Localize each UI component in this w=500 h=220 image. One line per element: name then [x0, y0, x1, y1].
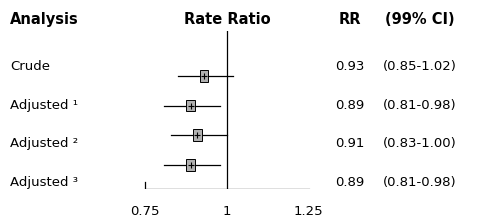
Text: 1: 1: [222, 205, 231, 218]
Text: 0.89: 0.89: [336, 176, 364, 189]
Text: 0.89: 0.89: [336, 99, 364, 112]
Text: Adjusted ¹: Adjusted ¹: [10, 99, 78, 112]
Text: 0.75: 0.75: [130, 205, 160, 218]
Text: (99% CI): (99% CI): [385, 12, 455, 27]
Bar: [200, 70, 208, 82]
Bar: [186, 99, 195, 112]
Text: (0.81-0.98): (0.81-0.98): [383, 176, 457, 189]
Text: Rate Ratio: Rate Ratio: [184, 12, 271, 27]
Text: Adjusted ²: Adjusted ²: [10, 136, 78, 150]
Text: 1.25: 1.25: [294, 205, 324, 218]
Text: Analysis: Analysis: [10, 12, 79, 27]
Bar: [186, 159, 195, 171]
Text: (0.83-1.00): (0.83-1.00): [383, 136, 457, 150]
Text: (0.85-1.02): (0.85-1.02): [383, 59, 457, 73]
Text: 0.91: 0.91: [336, 136, 364, 150]
Text: (0.81-0.98): (0.81-0.98): [383, 99, 457, 112]
Text: Crude: Crude: [10, 59, 50, 73]
Text: RR: RR: [339, 12, 361, 27]
Text: 0.93: 0.93: [336, 59, 364, 73]
Bar: [193, 129, 202, 141]
Text: Adjusted ³: Adjusted ³: [10, 176, 78, 189]
